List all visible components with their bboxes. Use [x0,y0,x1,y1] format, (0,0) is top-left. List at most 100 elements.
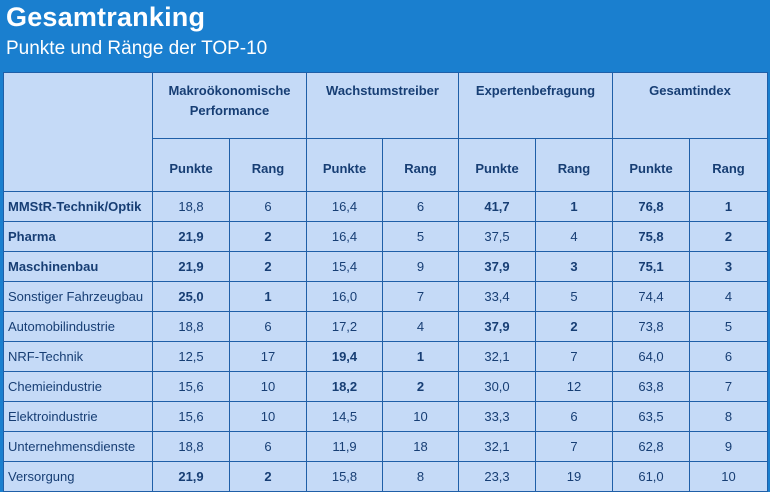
rank-cell: 6 [229,311,307,342]
points-cell: 37,5 [458,221,536,252]
points-cell: 37,9 [458,311,536,342]
points-cell: 62,8 [612,431,690,462]
row-label: Automobilindustrie [3,311,153,342]
points-cell: 16,0 [306,281,383,312]
row-label: Chemieindustrie [3,371,153,402]
group-header: Makroökonomische Performance [152,72,307,139]
row-label: MMStR-Technik/Optik [3,191,153,222]
table-row: MMStR-Technik/Optik 18,8 6 16,4 6 41,7 1 76,8 1 [3,191,768,222]
group-header: Wachstumstreiber [306,72,459,139]
rank-cell: 5 [689,311,768,342]
points-cell: 33,3 [458,401,536,432]
page-title: Gesamtranking [6,2,206,32]
page-subtitle: Punkte und Ränge der TOP-10 [6,38,268,59]
rank-cell: 6 [229,431,307,462]
table-row: Unternehmensdienste 18,8 6 11,9 18 32,1 7 62,8 9 [3,431,768,462]
table-row: Automobilindustrie 18,8 6 17,2 4 37,9 2 73,8 5 [3,311,768,342]
rank-cell: 10 [382,401,459,432]
points-cell: 21,9 [152,251,230,282]
points-cell: 32,1 [458,431,536,462]
table-row: NRF-Technik 12,5 17 19,4 1 32,1 7 64,0 6 [3,341,768,372]
points-cell: 61,0 [612,461,690,492]
points-cell: 18,2 [306,371,383,402]
rank-cell: 7 [382,281,459,312]
rank-cell: 10 [689,461,768,492]
rank-cell: 2 [535,311,613,342]
subcolumn-header: Rang [535,138,613,192]
points-cell: 15,6 [152,401,230,432]
points-cell: 76,8 [612,191,690,222]
points-cell: 73,8 [612,311,690,342]
points-cell: 74,4 [612,281,690,312]
rank-cell: 12 [535,371,613,402]
points-cell: 12,5 [152,341,230,372]
points-cell: 14,5 [306,401,383,432]
table-body: MMStR-Technik/Optik 18,8 6 16,4 6 41,7 1 76,8 1 P… [3,191,768,492]
points-cell: 41,7 [458,191,536,222]
subcolumn-header: Punkte [152,138,230,192]
rank-cell: 6 [382,191,459,222]
rank-cell: 4 [382,311,459,342]
rank-cell: 17 [229,341,307,372]
points-cell: 18,8 [152,431,230,462]
points-cell: 37,9 [458,251,536,282]
rank-cell: 9 [689,431,768,462]
points-cell: 16,4 [306,221,383,252]
rank-cell: 3 [689,251,768,282]
points-cell: 15,6 [152,371,230,402]
points-cell: 32,1 [458,341,536,372]
points-cell: 11,9 [306,431,383,462]
points-cell: 30,0 [458,371,536,402]
rank-cell: 8 [382,461,459,492]
points-cell: 16,4 [306,191,383,222]
rank-cell: 7 [689,371,768,402]
row-label: NRF-Technik [3,341,153,372]
rank-cell: 7 [535,341,613,372]
rank-cell: 2 [229,221,307,252]
ranking-table: Makroökonomische Performance Wachstumstr… [3,72,768,492]
table-row: Versorgung 21,9 2 15,8 8 23,3 19 61,0 10 [3,461,768,492]
points-cell: 18,8 [152,191,230,222]
rank-cell: 2 [229,461,307,492]
subcolumn-header: Punkte [612,138,690,192]
rank-cell: 1 [535,191,613,222]
rank-cell: 7 [535,431,613,462]
subcolumn-header: Punkte [458,138,536,192]
points-cell: 17,2 [306,311,383,342]
rank-cell: 3 [535,251,613,282]
rank-cell: 2 [689,221,768,252]
rank-cell: 18 [382,431,459,462]
row-label: Versorgung [3,461,153,492]
group-header: Expertenbefragung [458,72,613,139]
table-row: Chemieindustrie 15,6 10 18,2 2 30,0 12 63,8 7 [3,371,768,402]
table-row: Elektroindustrie 15,6 10 14,5 10 33,3 6 63,5 8 [3,401,768,432]
points-cell: 25,0 [152,281,230,312]
points-cell: 75,8 [612,221,690,252]
subcolumn-header: Punkte [306,138,383,192]
table-row: Maschinenbau 21,9 2 15,4 9 37,9 3 75,1 3 [3,251,768,282]
rank-cell: 2 [229,251,307,282]
rank-cell: 9 [382,251,459,282]
points-cell: 15,4 [306,251,383,282]
points-cell: 19,4 [306,341,383,372]
points-cell: 21,9 [152,461,230,492]
points-cell: 64,0 [612,341,690,372]
row-label: Sonstiger Fahrzeugbau [3,281,153,312]
table-row: Pharma 21,9 2 16,4 5 37,5 4 75,8 2 [3,221,768,252]
rank-cell: 1 [382,341,459,372]
rank-cell: 4 [689,281,768,312]
rank-cell: 5 [382,221,459,252]
rank-cell: 8 [689,401,768,432]
table-row: Sonstiger Fahrzeugbau 25,0 1 16,0 7 33,4 5 74,4… [3,281,768,312]
corner-cell [3,72,153,192]
rank-cell: 5 [535,281,613,312]
rank-cell: 6 [689,341,768,372]
points-cell: 63,5 [612,401,690,432]
rank-cell: 1 [229,281,307,312]
points-cell: 33,4 [458,281,536,312]
points-cell: 15,8 [306,461,383,492]
rank-cell: 2 [382,371,459,402]
subcolumn-header: Rang [689,138,768,192]
points-cell: 63,8 [612,371,690,402]
subcolumn-header: Rang [382,138,459,192]
